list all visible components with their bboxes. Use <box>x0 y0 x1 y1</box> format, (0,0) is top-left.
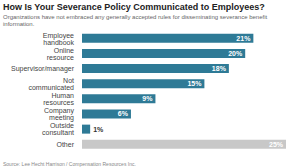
svg-text:Companymeeting: Companymeeting <box>44 107 74 122</box>
html-text:Organizations have not embrace: Organizations have not embraced any gene… <box>3 14 268 27</box>
svg-text:25%: 25% <box>269 141 284 148</box>
html-text:Source: Lee Hecht Harrison / C: Source: Lee Hecht Harrison / Compensatio… <box>3 161 136 167</box>
svg-text:Notcommunicated: Notcommunicated <box>28 77 74 91</box>
svg-text:Employeehandbook: Employeehandbook <box>43 32 75 46</box>
svg-text:20%: 20% <box>228 50 243 57</box>
svg-text:Humanresources: Humanresources <box>43 92 74 106</box>
svg-text:15%: 15% <box>187 80 202 87</box>
svg-text:Other: Other <box>56 141 74 148</box>
svg-text:1%: 1% <box>93 126 104 133</box>
svg-text:Onlineresource: Onlineresource <box>47 47 74 61</box>
svg-text:18%: 18% <box>212 65 227 72</box>
svg-text:Outsideconsultant: Outsideconsultant <box>42 122 74 136</box>
svg-text:Supervisor/manager: Supervisor/manager <box>11 65 75 73</box>
svg-text:9%: 9% <box>142 95 153 102</box>
svg-text:21%: 21% <box>236 35 251 42</box>
svg-text:6%: 6% <box>118 110 129 117</box>
html-text:How Is Your Severance Policy C: How Is Your Severance Policy Communicate… <box>3 2 265 12</box>
